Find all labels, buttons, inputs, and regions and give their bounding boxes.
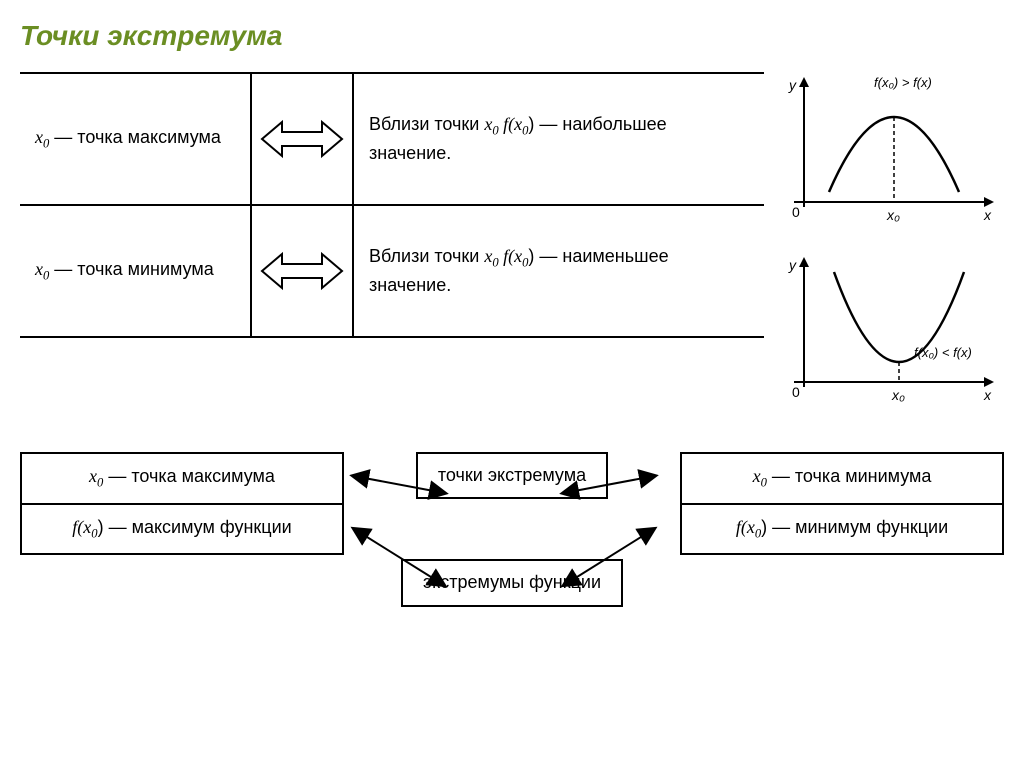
max-parabola-graph: y x 0 x₀ f(x₀) > f(x) (774, 72, 1004, 232)
left-top-row: x0 — точка максимума (22, 454, 342, 503)
right-bot-row: f(x0) — минимум функции (682, 503, 1002, 554)
min-label: — точка минимума (49, 259, 214, 279)
max-left-cell: x0 — точка максимума (20, 74, 252, 204)
svg-text:0: 0 (792, 384, 800, 400)
svg-text:x₀: x₀ (891, 387, 905, 403)
min-arrow-cell (252, 206, 354, 336)
var-x0-min: x0 (35, 259, 49, 279)
right-top-row: x0 — точка минимума (682, 454, 1002, 503)
max-right-cell: Вблизи точки x0 f(x0) — наибольшее значе… (354, 74, 764, 204)
svg-text:x: x (983, 387, 992, 403)
max-arrow-cell (252, 74, 354, 204)
x0-label: x₀ (886, 207, 900, 223)
page-title: Точки экстремума (20, 20, 1004, 52)
max-desc-prefix: Вблизи точки (369, 114, 484, 134)
lower-section: x0 — точка максимума f(x0) — максимум фу… (20, 452, 1004, 607)
maximum-graph: y x 0 x₀ f(x₀) > f(x) (774, 72, 1004, 232)
max-label: — точка максимума (49, 127, 221, 147)
right-summary-box: x0 — точка минимума f(x0) — минимум функ… (680, 452, 1004, 555)
minimum-row: x0 — точка минимума Вблизи точки x0 f(x0… (20, 204, 764, 338)
double-arrow-icon (257, 114, 347, 164)
minimum-graph: y x 0 x₀ f(x₀) < f(x) (774, 252, 1004, 412)
left-bot-row: f(x0) — максимум функции (22, 503, 342, 554)
y-axis-label: y (788, 77, 797, 93)
upper-section: x0 — точка максимума Вблизи точки x0 f(x… (20, 72, 1004, 412)
center-column: точки экстремума экстремумы функции (354, 452, 670, 607)
connector-lines (344, 452, 664, 632)
graphs-column: y x 0 x₀ f(x₀) > f(x) y x 0 x₀ f(x₀) < f… (774, 72, 1004, 412)
double-arrow-icon (257, 246, 347, 296)
min-desc-prefix: Вблизи точки (369, 246, 484, 266)
svg-text:y: y (788, 257, 797, 273)
formula-label: f(x₀) > f(x) (874, 75, 932, 90)
origin-label: 0 (792, 204, 800, 220)
x-axis-label: x (983, 207, 992, 223)
svg-text:f(x₀) < f(x): f(x₀) < f(x) (914, 345, 972, 360)
var-x0: x0 (35, 127, 49, 147)
min-right-cell: Вблизи точки x0 f(x0) — наименьшее значе… (354, 206, 764, 336)
maximum-row: x0 — точка максимума Вблизи точки x0 f(x… (20, 72, 764, 206)
min-left-cell: x0 — точка минимума (20, 206, 252, 336)
definitions-column: x0 — точка максимума Вблизи точки x0 f(x… (20, 72, 764, 412)
min-parabola-graph: y x 0 x₀ f(x₀) < f(x) (774, 252, 1004, 412)
left-summary-box: x0 — точка максимума f(x0) — максимум фу… (20, 452, 344, 555)
